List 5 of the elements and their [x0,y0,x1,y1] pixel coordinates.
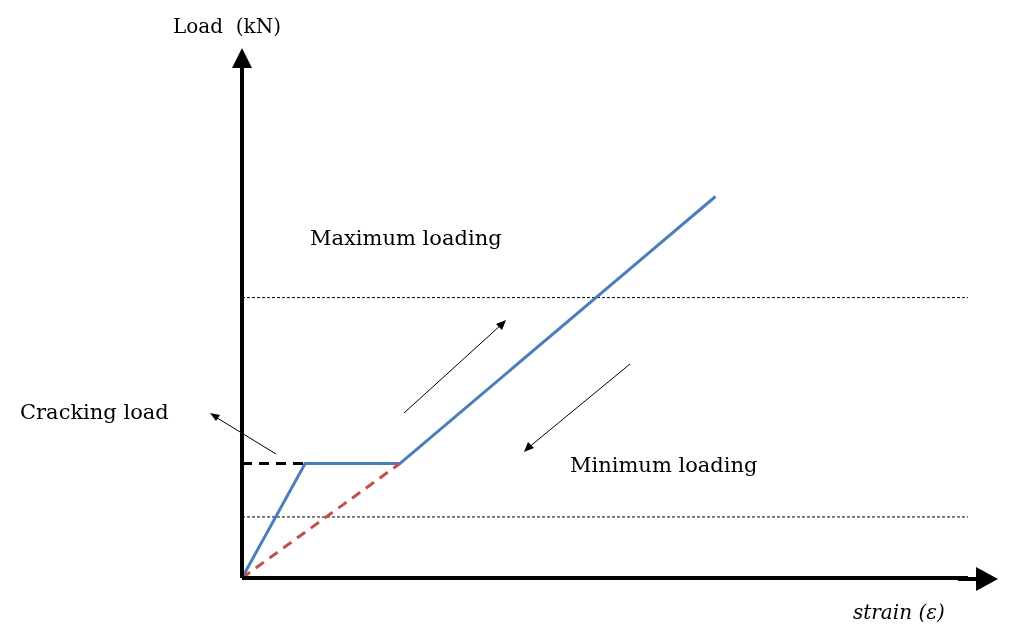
text: Load (kN) [173,14,281,38]
annotation: Maximum loading [310,226,502,250]
x-axis-title: strain (ε) [853,600,945,624]
text: Cracking load [20,400,169,424]
annotation: Minimum loading [570,453,758,477]
